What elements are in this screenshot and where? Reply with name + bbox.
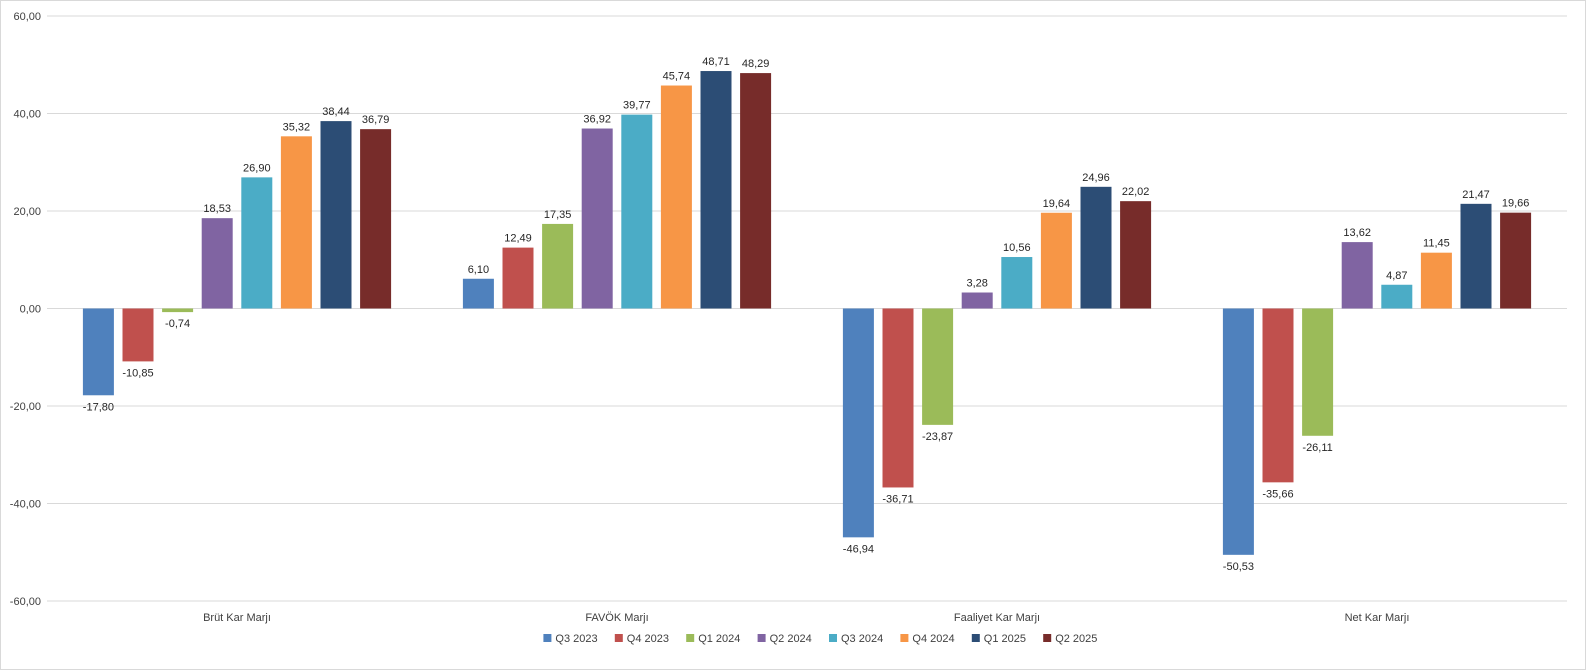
y-tick-label: 40,00 [13, 109, 41, 121]
data-label: 3,28 [966, 278, 987, 290]
data-label: 19,66 [1502, 198, 1530, 210]
data-label: 38,44 [322, 106, 350, 118]
bar [740, 73, 772, 309]
bar [581, 128, 613, 309]
bar [1420, 252, 1452, 309]
legend-swatch [757, 634, 766, 642]
bar [241, 177, 273, 309]
y-tick-label: 0,00 [20, 304, 41, 316]
data-label: 26,90 [243, 162, 271, 174]
data-label: -35,66 [1262, 488, 1293, 500]
bar [1500, 212, 1532, 309]
bar [660, 85, 692, 309]
bar [1040, 212, 1072, 309]
legend-swatch [614, 634, 623, 642]
y-tick-label: -20,00 [10, 401, 41, 413]
bar [82, 308, 114, 396]
bar [502, 247, 534, 309]
legend-label: Q2 2024 [770, 633, 812, 645]
data-label: 13,62 [1343, 227, 1371, 239]
bar [922, 308, 954, 425]
data-label: 11,45 [1423, 238, 1450, 250]
bar [1302, 308, 1334, 436]
gridlines [47, 15, 1567, 602]
bar [842, 308, 874, 538]
data-label: 17,35 [544, 209, 572, 221]
data-label: 10,56 [1003, 242, 1031, 254]
data-label: 45,74 [663, 71, 691, 83]
bar [882, 308, 914, 488]
data-label: 24,96 [1082, 172, 1110, 184]
category-label: Net Kar Marjı [1345, 612, 1410, 624]
y-tick-label: -40,00 [10, 499, 41, 511]
legend-swatch [971, 634, 980, 642]
data-label: 18,53 [203, 203, 231, 215]
y-tick-label: 60,00 [13, 11, 41, 23]
bar [1080, 186, 1112, 309]
legend-label: Q3 2023 [555, 633, 597, 645]
data-label: 36,79 [362, 114, 390, 126]
data-label: -0,74 [165, 318, 190, 330]
legend-swatch [543, 634, 552, 642]
data-label: 22,02 [1122, 186, 1150, 198]
bar [1381, 284, 1413, 309]
bar [1120, 201, 1152, 309]
data-label: 39,77 [623, 100, 651, 112]
data-label: 48,29 [742, 58, 770, 70]
data-labels: -17,80 -10,85 -0,74 18,53 26,90 35,32 38,44 36,… [83, 56, 1530, 573]
data-label: -17,80 [83, 401, 114, 413]
legend-label: Q1 2024 [698, 633, 740, 645]
data-label: -50,53 [1223, 561, 1254, 573]
bar [360, 129, 392, 309]
data-label: 36,92 [583, 114, 611, 126]
data-label: -23,87 [922, 431, 953, 443]
data-label: -26,11 [1302, 442, 1332, 454]
legend: Q3 2023 Q4 2023 Q1 2024 Q2 2024 Q3 2024 Q4 20… [543, 633, 1097, 645]
legend-swatch [686, 634, 695, 642]
data-label: -36,71 [882, 493, 913, 505]
data-label: 21,47 [1462, 189, 1490, 201]
legend-label: Q1 2025 [984, 633, 1026, 645]
legend-swatch [829, 634, 837, 642]
legend-label: Q2 2025 [1055, 633, 1097, 645]
category-label: FAVÖK Marjı [585, 612, 648, 624]
legend-swatch [1043, 634, 1052, 642]
category-labels: Brüt Kar Marjı FAVÖK Marjı Faaliyet Kar Ma… [203, 612, 1409, 624]
data-label: 12,49 [504, 233, 532, 245]
bar [1001, 257, 1033, 309]
bar [1222, 308, 1254, 555]
bar [462, 278, 494, 309]
category-label: Brüt Kar Marjı [203, 612, 271, 624]
y-tick-label: 20,00 [13, 206, 41, 218]
legend-label: Q4 2023 [627, 633, 669, 645]
bar [700, 71, 732, 309]
bar [162, 308, 194, 313]
y-tick-label: -60,00 [10, 596, 41, 608]
data-label: 4,87 [1386, 270, 1407, 282]
bar [961, 292, 993, 309]
bar [122, 308, 154, 362]
bar [320, 121, 352, 309]
data-label: 6,10 [468, 264, 489, 276]
bar [280, 136, 312, 309]
legend-swatch [900, 634, 909, 642]
legend-label: Q4 2024 [912, 633, 954, 645]
data-label: -10,85 [122, 367, 153, 379]
category-label: Faaliyet Kar Marjı [954, 612, 1040, 624]
data-label: 48,71 [702, 56, 730, 68]
legend-label: Q3 2024 [841, 633, 883, 645]
data-label: -46,94 [843, 543, 874, 555]
data-label: 35,32 [283, 121, 311, 133]
bar [1341, 242, 1373, 309]
bar [1262, 308, 1294, 483]
bar [621, 114, 653, 309]
y-axis-ticks: 60,00 40,00 20,00 0,00 -20,00 -40,00 -60,00 [10, 11, 41, 608]
bar [1460, 203, 1492, 309]
data-label: 19,64 [1043, 198, 1071, 210]
bars [82, 71, 1532, 555]
bar [542, 223, 574, 309]
bar [201, 218, 233, 309]
